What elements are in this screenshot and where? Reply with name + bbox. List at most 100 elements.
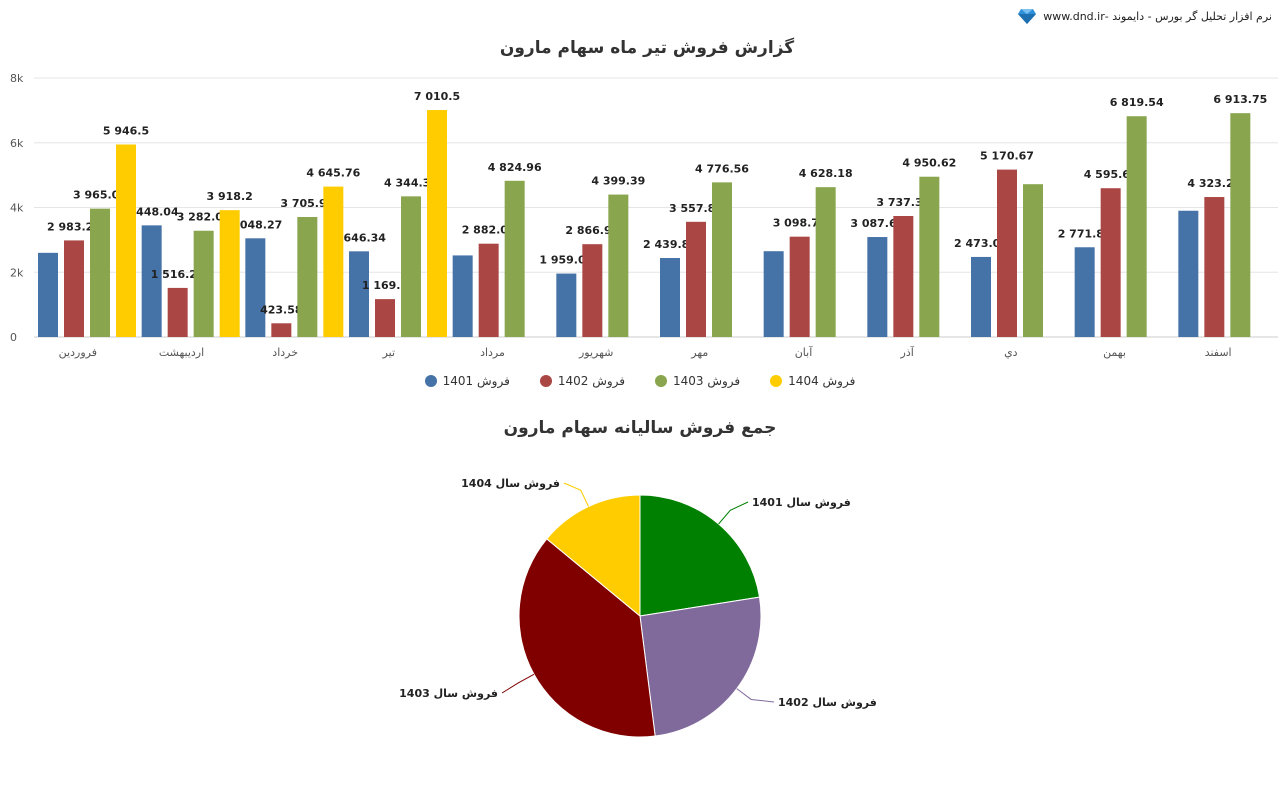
x-tick-label: بهمن xyxy=(1103,346,1126,359)
data-label: 7 010.5 xyxy=(414,90,460,103)
pie-slice xyxy=(639,494,761,617)
data-label: 2 439.86 xyxy=(643,238,697,251)
bar xyxy=(608,194,629,337)
bar xyxy=(686,221,706,337)
data-label: 3 557.89 xyxy=(669,202,723,215)
data-label: 2 646.34 xyxy=(332,231,386,244)
data-label: 3 087.62 xyxy=(850,217,904,230)
bar xyxy=(271,323,292,337)
data-label: 3 098.79 xyxy=(773,217,827,230)
data-label: 3 705.92 xyxy=(280,197,334,210)
x-tick-label: تیر xyxy=(382,346,395,359)
pie-connector xyxy=(501,673,535,694)
data-label: 3 282.01 xyxy=(177,211,231,224)
pie-connector xyxy=(563,482,589,507)
data-label: 2 882.06 xyxy=(462,224,516,237)
legend-marker xyxy=(770,375,783,387)
data-label: 4 950.62 xyxy=(902,157,956,170)
y-tick-label: 4k xyxy=(10,202,24,215)
data-label: 5 946.5 xyxy=(103,124,149,137)
bar-chart-title: گزارش فروش تیر ماه سهام مارون xyxy=(499,38,795,58)
data-label: 2 866.95 xyxy=(565,224,619,237)
data-label: 6 913.75 xyxy=(1213,93,1267,106)
x-tick-label: مهر xyxy=(690,346,708,359)
bar xyxy=(1204,197,1225,337)
data-label: 4 776.56 xyxy=(695,162,749,175)
bar xyxy=(919,176,940,337)
bar xyxy=(504,180,525,337)
legend-label: فروش 1402 xyxy=(557,374,625,388)
data-label: 423.58 xyxy=(260,303,302,316)
bar xyxy=(193,230,214,337)
bar xyxy=(1178,210,1199,337)
bar xyxy=(997,169,1017,337)
legend-item[interactable]: فروش 1404 xyxy=(770,374,855,388)
data-label: 4 399.39 xyxy=(591,175,645,188)
bar xyxy=(349,251,369,337)
pie-label: فروش سال 1402 xyxy=(778,696,877,709)
data-label: 3 965.01 xyxy=(73,189,127,202)
data-label: 4 645.76 xyxy=(306,167,360,180)
pie-label: فروش سال 1401 xyxy=(752,496,851,509)
bar xyxy=(1074,247,1095,337)
bar xyxy=(452,255,473,337)
data-label: 1 169.9 xyxy=(362,279,408,292)
x-tick-label: فروردین xyxy=(59,346,97,359)
bar xyxy=(867,237,888,337)
pie-connector xyxy=(718,501,749,525)
bar xyxy=(1023,184,1043,337)
diamond-icon xyxy=(1018,9,1037,24)
bar xyxy=(971,256,991,337)
bar xyxy=(1230,113,1251,337)
x-tick-label: اسفند xyxy=(1205,346,1232,359)
bar xyxy=(556,273,577,337)
data-label: 3 448.04 xyxy=(125,205,179,218)
pie-connector xyxy=(736,688,775,703)
data-label: 1 959.05 xyxy=(539,254,593,267)
bar xyxy=(90,208,110,337)
data-label: 4 824.96 xyxy=(488,161,542,174)
legend-label: فروش 1404 xyxy=(788,374,856,388)
bar xyxy=(712,182,732,337)
x-tick-label: مرداد xyxy=(480,346,505,359)
bar xyxy=(167,287,188,337)
bar xyxy=(116,144,136,337)
bar xyxy=(64,240,84,337)
data-label: 2 983.28 xyxy=(47,220,101,233)
legend-item[interactable]: فروش 1403 xyxy=(655,374,740,388)
data-label: 4 595.67 xyxy=(1084,168,1138,181)
data-label: 3 048.27 xyxy=(228,218,282,231)
data-label: 5 170.67 xyxy=(980,150,1034,163)
y-tick-label: 2k xyxy=(10,266,24,279)
legend-marker xyxy=(539,375,552,387)
data-label: 2 771.84 xyxy=(1058,227,1112,240)
brand: نرم افزار تحلیل گر بورس - دایموند -www.d… xyxy=(1017,6,1272,26)
x-tick-label: اردیبهشت xyxy=(159,346,204,359)
bar xyxy=(219,210,240,337)
data-label: 3 918.2 xyxy=(207,190,253,203)
data-label: 6 819.54 xyxy=(1110,96,1164,109)
data-label: 4 344.35 xyxy=(384,176,438,189)
y-tick-label: 8k xyxy=(10,72,24,85)
legend-item[interactable]: فروش 1402 xyxy=(539,374,625,388)
y-tick-label: 0 xyxy=(10,331,17,344)
x-tick-label: خرداد xyxy=(272,346,298,359)
bar xyxy=(375,299,395,337)
legend-marker xyxy=(655,375,667,387)
bar-chart-legend: فروش 1401 فروش 1402 فروش 1403 فروش 1404 xyxy=(0,374,1280,388)
data-label: 2 473.05 xyxy=(954,237,1008,250)
pie-slice xyxy=(546,494,641,618)
bar xyxy=(893,216,914,337)
data-label: 4 323.21 xyxy=(1187,177,1241,190)
bar xyxy=(1126,116,1147,337)
x-tick-label: آبان xyxy=(795,345,813,359)
bar xyxy=(245,238,266,337)
bar xyxy=(478,243,499,337)
legend-label: فروش 1403 xyxy=(673,374,741,388)
bar xyxy=(323,186,344,337)
x-tick-label: شهریور xyxy=(578,346,613,359)
data-label: 3 737.32 xyxy=(876,196,930,209)
legend-item[interactable]: فروش 1401 xyxy=(424,374,510,388)
bar xyxy=(763,251,784,337)
x-tick-label: آذر xyxy=(900,345,915,359)
